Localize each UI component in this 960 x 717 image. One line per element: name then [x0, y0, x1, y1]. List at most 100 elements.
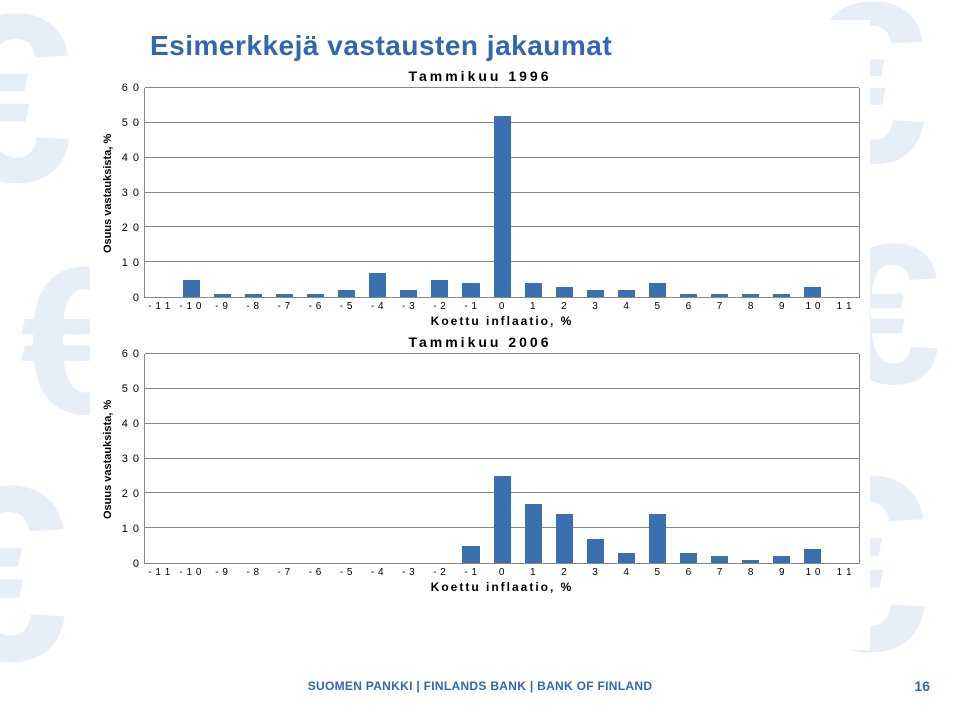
- bar-slot: [424, 354, 455, 563]
- bar-slot: [487, 354, 518, 563]
- bar-slot: [145, 354, 176, 563]
- xtick: - 3: [393, 298, 424, 312]
- bar-slot: [176, 354, 207, 563]
- xtick: 3: [580, 564, 611, 578]
- chart2-xticks: - 1 1- 1 0- 9- 8- 7- 6- 5- 4- 3- 2- 1012…: [144, 564, 860, 578]
- bar-slot: [797, 88, 828, 297]
- bar-slot: [393, 354, 424, 563]
- bar: [276, 294, 293, 297]
- bar-slot: [269, 354, 300, 563]
- bar-slot: [797, 354, 828, 563]
- xtick: - 4: [362, 298, 393, 312]
- bar-slot: [331, 354, 362, 563]
- bar: [431, 280, 448, 297]
- bar: [711, 556, 728, 563]
- bar-slot: [549, 354, 580, 563]
- xtick: 8: [735, 298, 766, 312]
- bar-slot: [704, 88, 735, 297]
- xtick: 5: [642, 298, 673, 312]
- bar: [369, 273, 386, 297]
- xtick: 9: [767, 564, 798, 578]
- bar-slot: [704, 354, 735, 563]
- chart1-yticks: 6 05 04 03 02 01 00: [120, 88, 144, 298]
- xtick: 8: [735, 564, 766, 578]
- bar-slot: [580, 88, 611, 297]
- footer-text: SUOMEN PANKKI | FINLANDS BANK | BANK OF …: [308, 679, 653, 693]
- bar-slot: [145, 88, 176, 297]
- bar: [245, 294, 262, 297]
- xtick: - 1: [455, 564, 486, 578]
- xtick: - 1 1: [144, 298, 175, 312]
- bar-slot: [735, 354, 766, 563]
- bar-slot: [611, 88, 642, 297]
- xtick: - 1: [455, 298, 486, 312]
- chart-1996: Tammikuu 1996 Osuus vastauksista, % 6 05…: [100, 68, 860, 328]
- bar: [214, 294, 231, 297]
- bar: [525, 283, 542, 297]
- bar: [338, 290, 355, 297]
- xtick: - 6: [300, 564, 331, 578]
- bar-slot: [766, 354, 797, 563]
- bar: [618, 290, 635, 297]
- xtick: 1 1: [829, 298, 860, 312]
- xtick: - 5: [331, 298, 362, 312]
- bar-slot: [673, 88, 704, 297]
- bar: [711, 294, 728, 297]
- xtick: - 4: [362, 564, 393, 578]
- chart2-yticks: 6 05 04 03 02 01 00: [120, 354, 144, 564]
- bar: [494, 476, 511, 563]
- bar: [462, 546, 479, 563]
- bar-slot: [766, 88, 797, 297]
- bar: [649, 283, 666, 297]
- bar-slot: [642, 354, 673, 563]
- bar: [618, 553, 635, 563]
- xtick: 3: [580, 298, 611, 312]
- chart1-title: Tammikuu 1996: [100, 68, 860, 84]
- xtick: - 2: [424, 564, 455, 578]
- bar-slot: [549, 88, 580, 297]
- xtick: 6: [673, 298, 704, 312]
- bar-slot: [176, 88, 207, 297]
- footer: SUOMEN PANKKI | FINLANDS BANK | BANK OF …: [0, 679, 960, 693]
- bar: [773, 294, 790, 297]
- bar-slot: [487, 88, 518, 297]
- bar: [804, 287, 821, 297]
- xtick: - 8: [237, 298, 268, 312]
- bar-slot: [362, 354, 393, 563]
- bar-slot: [362, 88, 393, 297]
- bar: [649, 514, 666, 563]
- bar-slot: [238, 354, 269, 563]
- euro-watermark: €: [0, 430, 69, 717]
- xtick: 4: [611, 298, 642, 312]
- bar-slot: [828, 88, 859, 297]
- chart2-title: Tammikuu 2006: [100, 334, 860, 350]
- xtick: 2: [549, 298, 580, 312]
- bar-slot: [207, 88, 238, 297]
- bar-slot: [424, 88, 455, 297]
- xtick: 1: [518, 564, 549, 578]
- chart1-plot: [144, 88, 860, 298]
- bar-slot: [455, 354, 486, 563]
- page-number: 16: [914, 678, 930, 694]
- bar-slot: [331, 88, 362, 297]
- bar-slot: [518, 354, 549, 563]
- xtick: - 5: [331, 564, 362, 578]
- chart2-xlabel: Koettu inflaatio, %: [144, 580, 860, 594]
- bar: [556, 514, 573, 563]
- chart2-ylabel: Osuus vastauksista, %: [100, 354, 120, 564]
- bar: [494, 116, 511, 297]
- bar-slot: [300, 354, 331, 563]
- chart-2006: Tammikuu 2006 Osuus vastauksista, % 6 05…: [100, 334, 860, 594]
- xtick: - 8: [237, 564, 268, 578]
- bar-slot: [673, 354, 704, 563]
- bar: [680, 553, 697, 563]
- bar: [183, 280, 200, 297]
- bar: [587, 290, 604, 297]
- xtick: 5: [642, 564, 673, 578]
- bar-slot: [393, 88, 424, 297]
- slide-content: Esimerkkejä vastausten jakaumat Tammikuu…: [90, 20, 870, 650]
- bar-slot: [207, 354, 238, 563]
- xtick: 9: [767, 298, 798, 312]
- xtick: - 6: [300, 298, 331, 312]
- bar: [804, 549, 821, 563]
